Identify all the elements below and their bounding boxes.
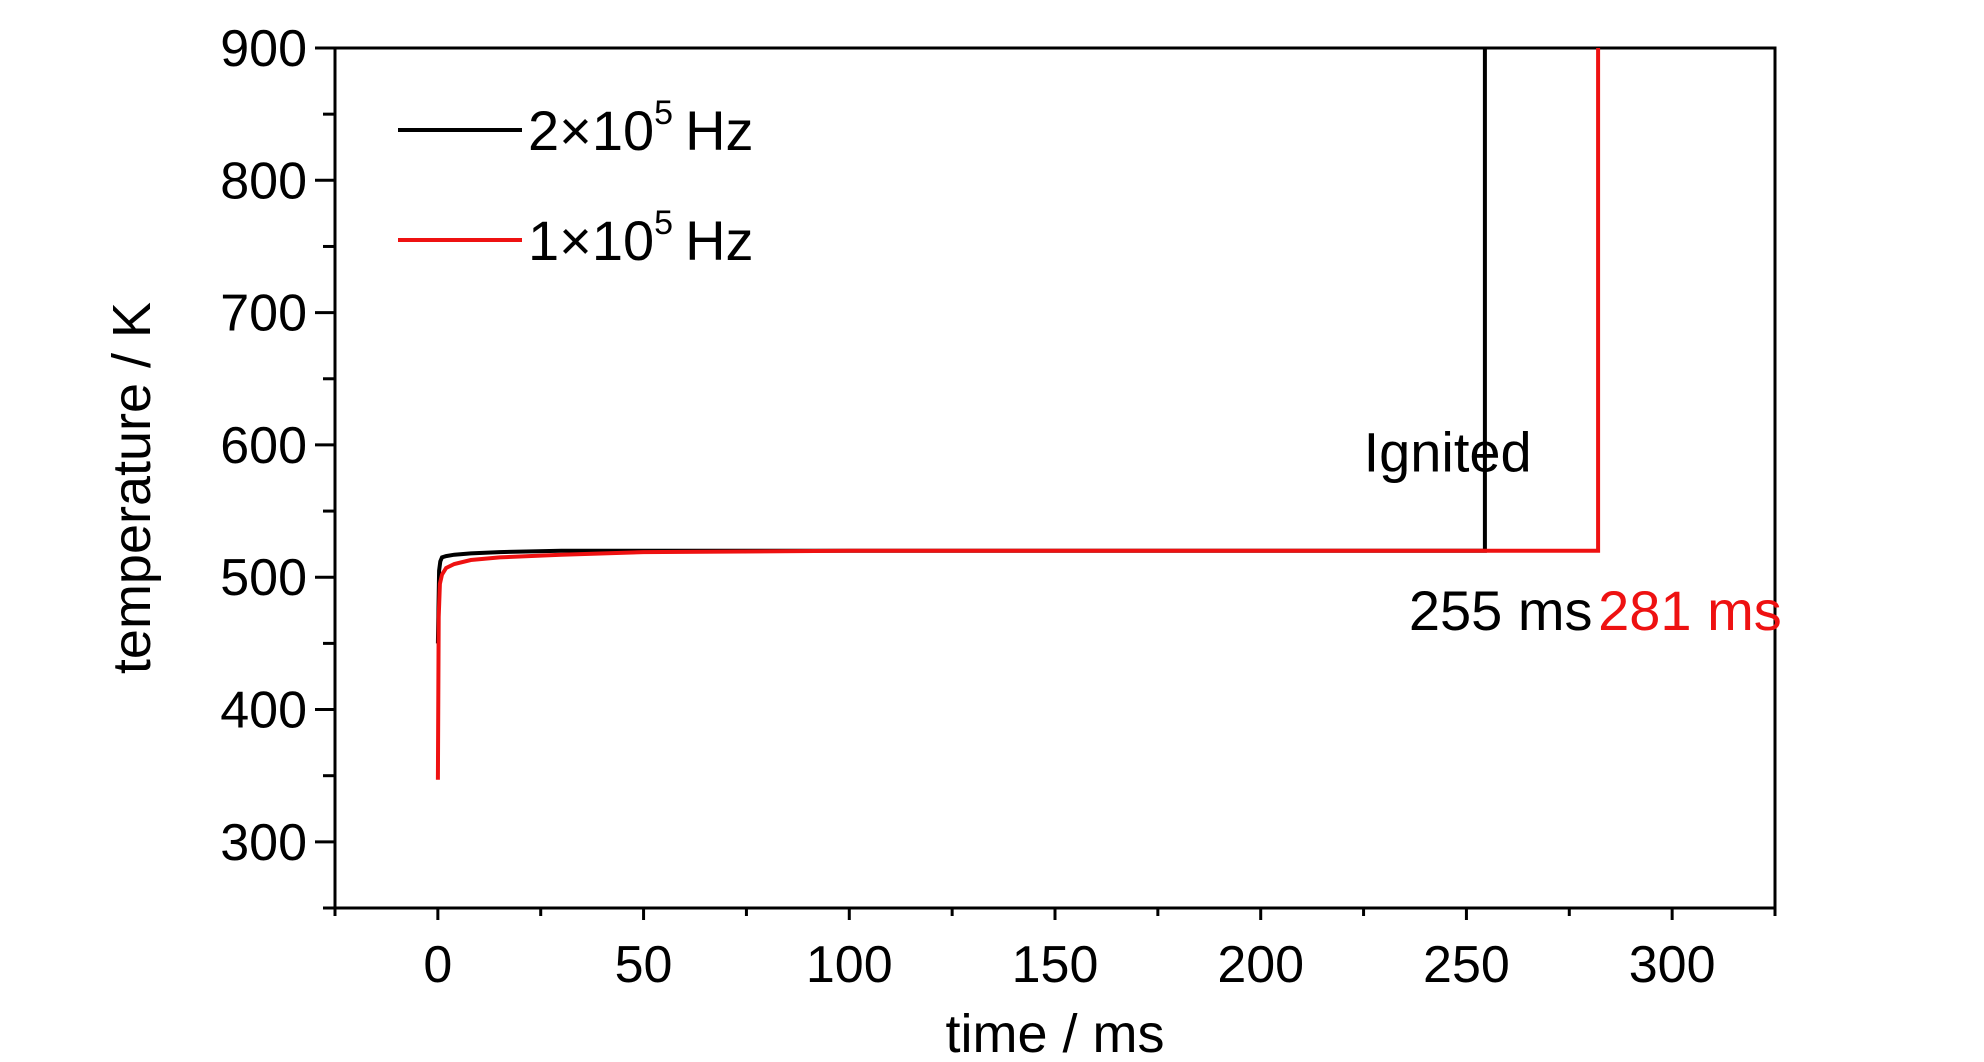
- series-line-2: [435, 48, 1601, 780]
- legend-label-2: 1×105 Hz: [528, 204, 754, 272]
- y-tick-label: 300: [220, 814, 307, 872]
- x-tick-label: 300: [1629, 936, 1716, 994]
- series-layer: [435, 48, 1601, 780]
- x-tick-label: 250: [1423, 936, 1510, 994]
- x-tick-label: 150: [1012, 936, 1099, 994]
- x-axis-title: time / ms: [945, 1004, 1164, 1062]
- x-tick-label: 50: [615, 936, 673, 994]
- plot-area: [333, 46, 1777, 910]
- legend: 2×105 Hz 1×105 Hz: [398, 94, 754, 272]
- y-tick-label: 900: [220, 20, 307, 78]
- y-axis: 300 400 500 600 700 800 900: [220, 20, 335, 910]
- annotation-layer: Ignited 255 ms 281 ms: [1364, 420, 1782, 642]
- plot-frame: [333, 46, 1777, 910]
- y-tick-label: 800: [220, 152, 307, 210]
- annotation-label: 281 ms: [1598, 579, 1782, 642]
- y-tick-label: 600: [220, 417, 307, 475]
- x-tick-label: 100: [806, 936, 893, 994]
- y-tick-label: 400: [220, 682, 307, 740]
- legend-label-1: 2×105 Hz: [528, 94, 754, 162]
- x-tick-label: 0: [423, 936, 452, 994]
- x-tick-label: 200: [1217, 936, 1304, 994]
- y-axis-title: temperature / K: [102, 302, 162, 674]
- y-tick-label: 700: [220, 285, 307, 343]
- y-tick-label: 500: [220, 549, 307, 607]
- annotation-label: Ignited: [1364, 420, 1532, 483]
- x-axis: 0 50 100 150 200 250 300: [333, 908, 1777, 994]
- annotation-label: 255 ms: [1409, 579, 1593, 642]
